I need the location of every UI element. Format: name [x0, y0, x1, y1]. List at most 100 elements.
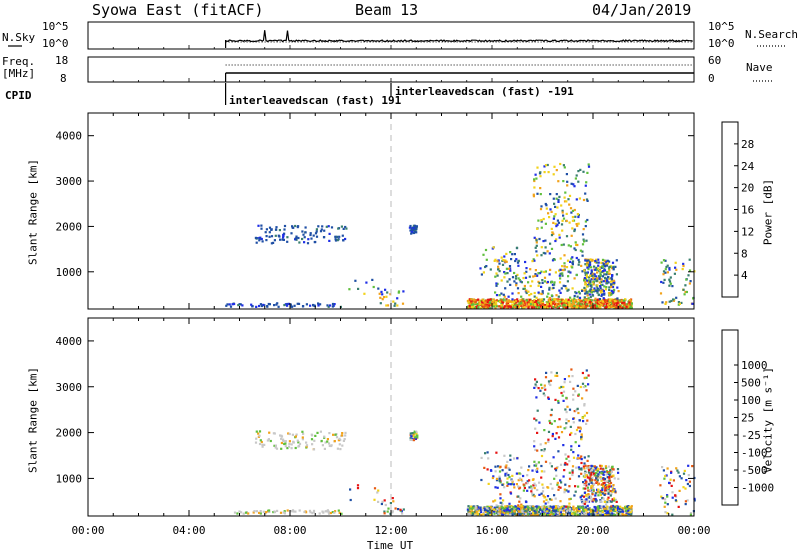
range-gate-cell [543, 496, 546, 499]
power-colorbar-tick-label: 8 [741, 247, 748, 260]
range-gate-cell [265, 239, 268, 242]
range-gate-cell [585, 285, 589, 288]
range-gate-cell [584, 283, 587, 286]
nsearch-tick-high: 10^5 [708, 20, 735, 33]
range-gate-cell [618, 299, 621, 302]
range-gate-cell [506, 477, 509, 480]
range-gate-cell [547, 509, 550, 512]
velocity-colorbar-tick-label: 1000 [741, 359, 768, 372]
range-gate-cell [393, 304, 396, 307]
range-gate-cell [310, 438, 314, 441]
range-gate-cell [608, 489, 611, 492]
range-gate-cell [563, 488, 566, 491]
range-gate-cell [613, 505, 616, 508]
range-gate-cell [267, 438, 270, 441]
range-gate-cell [479, 510, 482, 513]
range-gate-cell [496, 505, 499, 508]
range-gate-cell [344, 434, 347, 437]
range-gate-cell [338, 235, 341, 238]
range-gate-cell [533, 487, 536, 490]
range-gate-cell [544, 222, 547, 225]
range-gate-cell [332, 433, 335, 436]
range-gate-cell [682, 486, 685, 489]
range-gate-cell [537, 280, 540, 283]
range-gate-cell [589, 475, 592, 478]
range-gate-cell [600, 490, 603, 493]
range-gate-cell [685, 290, 688, 294]
range-gate-cell [544, 502, 547, 505]
nsky-tick-high: 10^5 [42, 20, 69, 33]
range-gate-cell [500, 279, 503, 282]
range-gate-cell [529, 300, 533, 303]
range-gate-cell [484, 510, 487, 513]
range-gate-cell [559, 291, 562, 294]
range-gate-cell [589, 495, 593, 499]
range-gate-cell [488, 304, 491, 307]
range-gate-cell [504, 466, 507, 469]
range-gate-cell [542, 251, 545, 255]
range-gate-cell [495, 451, 498, 454]
range-gate-cell [612, 291, 615, 294]
range-gate-cell [524, 276, 528, 279]
range-gate-cell [610, 470, 613, 474]
range-gate-cell [509, 483, 512, 486]
range-gate-cell [381, 298, 384, 301]
range-gate-cell [668, 268, 671, 271]
range-gate-cell [535, 509, 538, 512]
range-gate-cell [593, 306, 596, 309]
range-gate-cell [555, 193, 558, 196]
range-gate-cell [486, 301, 489, 304]
range-gate-cell [503, 271, 506, 274]
range-gate-cell [537, 284, 540, 287]
range-gate-cell [543, 165, 546, 168]
range-gate-cell [686, 499, 689, 502]
range-gate-cell [582, 510, 585, 513]
x-tick-label: 08:00 [273, 524, 306, 537]
range-gate-cell [468, 304, 472, 308]
range-gate-cell [301, 436, 304, 439]
range-gate-cell [612, 489, 615, 492]
range-gate-cell [291, 305, 294, 308]
range-gate-cell [550, 465, 553, 468]
range-gate-cell [317, 225, 320, 228]
range-gate-cell [670, 471, 673, 474]
range-gate-cell [287, 432, 290, 435]
power-colorbar-tick-label: 20 [741, 182, 754, 195]
range-gate-cell [508, 265, 512, 268]
range-gate-cell [536, 254, 539, 257]
range-gate-cell [482, 271, 485, 274]
range-gate-cell [588, 469, 591, 472]
range-gate-cell [571, 219, 574, 222]
range-gate-cell [586, 459, 589, 462]
range-gate-cell [592, 288, 595, 291]
range-gate-cell [477, 306, 480, 309]
range-gate-cell [386, 510, 389, 513]
range-gate-cell [526, 508, 530, 511]
range-gate-cell [544, 513, 547, 516]
range-gate-cell [550, 306, 554, 309]
range-gate-cell [546, 302, 549, 306]
range-gate-cell [629, 508, 632, 511]
range-gate-cell [584, 385, 587, 388]
range-gate-cell [568, 498, 571, 501]
range-gate-cell [545, 207, 548, 210]
range-gate-cell [591, 508, 594, 511]
range-gate-cell [662, 270, 666, 273]
range-gate-cell [592, 283, 595, 286]
range-gate-cell [597, 473, 600, 476]
range-gate-cell [466, 300, 469, 303]
range-gate-cell [546, 509, 549, 513]
range-gate-cell [494, 465, 497, 468]
range-gate-cell [584, 259, 587, 262]
range-gate-cell [484, 306, 487, 309]
range-gate-cell [258, 511, 261, 514]
range-gate-cell [474, 505, 477, 508]
range-gate-cell [588, 477, 591, 480]
range-gate-cell [620, 508, 623, 511]
range-gate-cell [609, 513, 612, 516]
range-gate-cell [584, 225, 587, 228]
range-gate-cell [255, 510, 258, 513]
range-gate-cell [522, 299, 525, 302]
range-gate-cell [529, 505, 532, 508]
range-gate-cell [595, 258, 598, 261]
